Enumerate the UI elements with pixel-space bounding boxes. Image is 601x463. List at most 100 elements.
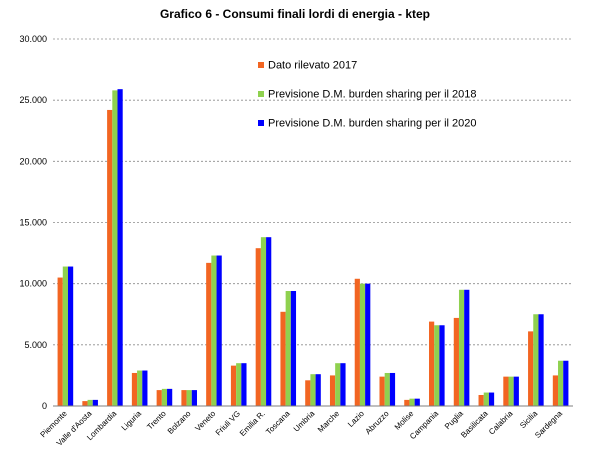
bar <box>112 90 118 406</box>
chart-title: Grafico 6 - Consumi finali lordi di ener… <box>160 7 430 21</box>
bar <box>107 109 113 406</box>
bar <box>211 255 217 406</box>
x-tick-label: Molise <box>393 409 416 432</box>
bar <box>439 325 445 406</box>
x-tick-label: Marche <box>316 409 342 435</box>
bar <box>241 363 247 406</box>
legend-label: Previsione D.M. burden sharing per il 20… <box>268 118 477 130</box>
x-tick-label: Friuli VG <box>214 409 242 437</box>
y-tick-label: 30.000 <box>19 34 47 44</box>
bar <box>142 370 148 406</box>
bar <box>161 388 168 406</box>
bar <box>285 291 291 406</box>
bar <box>181 390 187 406</box>
bar <box>354 278 360 406</box>
x-tick-label: Sardegna <box>533 409 564 440</box>
bar <box>464 289 470 406</box>
bar <box>191 390 197 406</box>
bar <box>57 277 63 406</box>
bar <box>503 376 509 406</box>
bar <box>533 314 539 406</box>
bar <box>365 283 371 406</box>
bar <box>384 372 390 406</box>
bar <box>379 376 385 406</box>
bar <box>167 388 173 406</box>
bar <box>404 399 410 406</box>
bar <box>552 375 559 406</box>
bar <box>434 325 440 406</box>
x-tick-label: Emilia R. <box>238 409 267 438</box>
bar <box>563 360 569 406</box>
x-tick-label: Lazio <box>346 409 366 429</box>
bars <box>57 89 569 406</box>
bar <box>335 363 341 406</box>
x-tick-label: Umbria <box>292 409 317 434</box>
x-tick-label: Basilicata <box>459 409 490 440</box>
bar <box>206 262 212 406</box>
bar <box>67 266 74 406</box>
legend-swatch <box>258 120 264 126</box>
y-tick-label: 5.000 <box>24 340 47 350</box>
bar <box>255 248 261 406</box>
bar <box>329 375 336 406</box>
x-tick-label: Abruzzo <box>364 409 392 437</box>
bar <box>82 401 88 406</box>
x-tick-label: Calabria <box>487 409 515 437</box>
bar <box>290 291 297 406</box>
legend-label: Previsione D.M. burden sharing per il 20… <box>268 89 477 101</box>
y-tick-label: 15.000 <box>19 218 47 228</box>
bar <box>156 390 162 406</box>
bar <box>230 365 237 406</box>
bar <box>266 237 272 406</box>
x-tick-label: Toscana <box>264 409 292 437</box>
bar <box>359 283 366 406</box>
y-tick-label: 10.000 <box>19 279 47 289</box>
bar <box>131 372 138 406</box>
bar <box>87 399 93 406</box>
bar <box>409 398 415 406</box>
bar <box>389 372 396 406</box>
bar <box>305 380 311 406</box>
bar <box>186 390 192 406</box>
bar <box>538 314 544 406</box>
bar <box>137 370 143 406</box>
bar <box>117 89 123 406</box>
bar <box>508 376 514 406</box>
bar <box>414 398 420 406</box>
bar <box>216 255 222 406</box>
bar <box>62 266 68 406</box>
bar <box>453 317 459 406</box>
bar <box>528 331 534 406</box>
legend: Dato rilevato 2017 Previsione D.M. burden… <box>258 60 477 130</box>
x-tick-label: Liguria <box>120 409 144 433</box>
bar <box>315 374 321 406</box>
x-tick-label: Trento <box>145 409 168 432</box>
gridlines <box>53 38 573 346</box>
legend-swatch <box>258 62 264 68</box>
bar <box>483 392 489 406</box>
x-tick-label: Puglia <box>443 409 465 431</box>
bar <box>429 321 435 406</box>
legend-label: Dato rilevato 2017 <box>268 60 357 72</box>
bar <box>513 376 519 406</box>
bar <box>310 374 316 406</box>
bar <box>458 289 465 406</box>
bar <box>260 237 267 406</box>
bar <box>478 394 484 406</box>
x-tick-label: Bolzano <box>166 409 193 436</box>
bar <box>558 360 564 406</box>
bar <box>236 363 242 406</box>
bar <box>280 311 286 406</box>
legend-swatch <box>258 91 264 97</box>
x-tick-label: Sicilia <box>518 409 540 431</box>
bar <box>92 399 98 406</box>
y-tick-label: 0 <box>42 401 47 411</box>
y-axis-ticks: 0 5.000 10.000 15.000 20.000 25.000 30.000 <box>19 34 47 411</box>
y-tick-label: 25.000 <box>19 95 47 105</box>
bar <box>340 363 346 406</box>
bar <box>488 392 495 406</box>
y-tick-label: 20.000 <box>19 156 47 166</box>
